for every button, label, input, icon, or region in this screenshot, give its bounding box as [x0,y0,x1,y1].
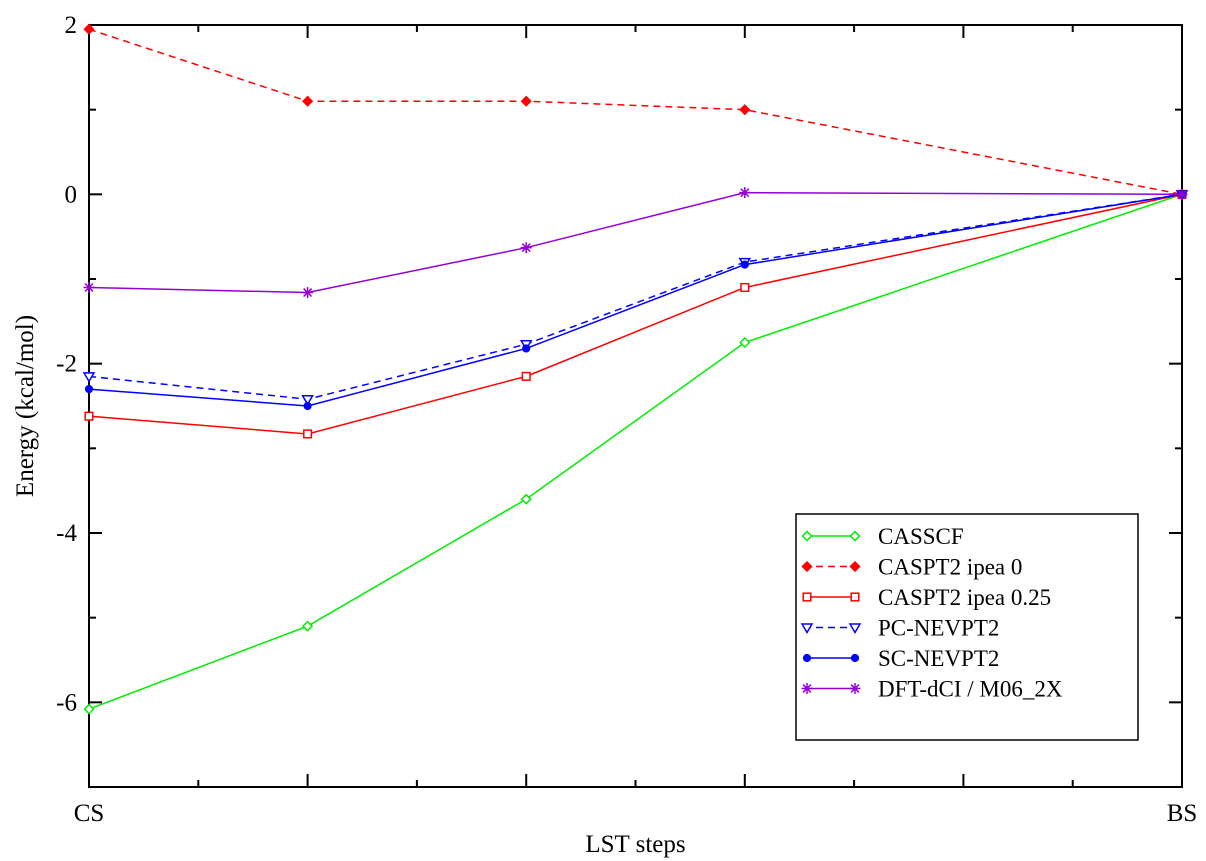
legend-marker [802,653,812,663]
star-stroke [521,243,531,253]
legend-marker [801,683,813,694]
star-stroke [84,282,94,292]
legend-label: SC-NEVPT2 [878,646,999,671]
legend-label: CASPT2 ipea 0.25 [878,585,1051,610]
y-tick-label: -4 [56,520,77,547]
series-line [88,191,1183,294]
data-point [302,620,314,632]
legend-marker [801,560,813,573]
legend-item: CASPT2 ipea 0 [801,555,1022,580]
y-tick-label: 2 [65,12,78,39]
star-stroke [802,684,812,693]
legend: CASSCF CASPT2 ipea 0 CASPT2 ipea 0.25 PC-NE… [795,513,1139,741]
series-line [88,193,1183,407]
legend-marker [849,683,861,694]
series-3 [82,190,1189,406]
series-line [88,28,1183,196]
data-point [84,384,94,394]
data-point [83,703,95,715]
legend-label: DFT-dCI / M06_2X [878,677,1063,702]
data-point [522,344,531,353]
y-tick-label: -2 [56,351,77,378]
series-line [88,193,1183,400]
legend-label: PC-NEVPT2 [878,616,999,641]
series-4 [84,190,1187,411]
data-point [83,23,95,35]
legend-marker [849,530,861,542]
x-tick-label: BS [1167,800,1198,827]
series-layer [82,23,1189,715]
data-point [521,371,531,381]
data-point [520,95,532,107]
legend-marker [850,592,860,602]
legend-item: PC-NEVPT2 [800,616,999,641]
star-stroke [740,188,750,198]
data-point [740,260,749,269]
legend-label: CASPT2 ipea 0 [878,555,1022,580]
data-point [303,429,313,439]
data-point [82,372,96,383]
data-point [520,242,532,254]
star-stroke [1177,189,1187,199]
y-tick-label: -6 [56,689,77,716]
data-point [520,493,532,505]
y-tick-label: 0 [65,181,78,208]
tick-labels: -6 -4 -2 0 2 CS BS [56,12,1197,827]
legend-item: SC-NEVPT2 [802,646,999,671]
legend-item: CASPT2 ipea 0.25 [802,585,1051,610]
legend-marker [849,560,861,573]
legend-item: DFT-dCI / M06_2X [801,677,1063,702]
legend-marker [802,592,812,602]
legend-marker [801,530,813,542]
axis-ticks [88,24,1183,788]
data-point [302,287,314,299]
x-axis-title: LST steps [585,831,685,858]
y-axis-title: Energy (kcal/mol) [12,315,39,497]
legend-item: CASSCF [801,524,964,549]
series-5 [83,187,1188,299]
legend-marker [800,623,814,634]
data-point [739,336,751,349]
x-tick-label: CS [74,800,105,827]
legend-marker [850,653,860,663]
data-point [302,95,314,107]
legend-label: CASSCF [878,524,964,549]
data-point [301,394,314,406]
series-1 [83,23,1188,200]
legend-marker [848,623,862,634]
series-line [88,193,1183,435]
data-point [1176,188,1188,200]
data-point [84,411,94,421]
series-2 [84,189,1187,439]
star-stroke [850,684,860,693]
data-point [739,104,751,116]
data-point [83,281,95,293]
data-point [303,401,312,411]
data-point [740,282,750,293]
data-point [739,187,751,199]
star-stroke [303,288,313,298]
